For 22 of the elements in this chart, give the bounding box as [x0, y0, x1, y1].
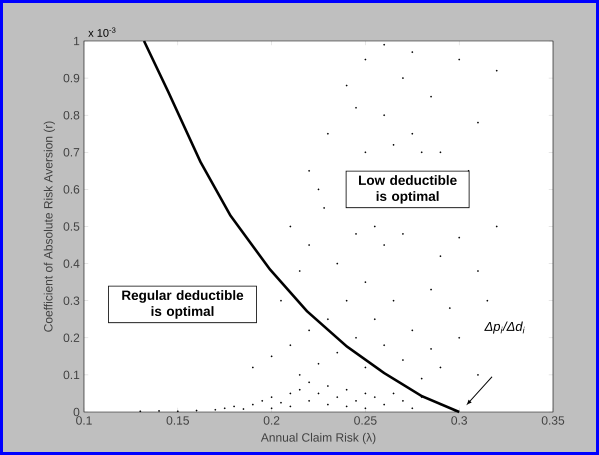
x-tick-label: 0.15: [166, 416, 189, 425]
y-tick-label: 0.9: [64, 74, 80, 82]
y-tick-label: 1: [74, 36, 80, 46]
y-tick-label: 0.1: [64, 370, 80, 380]
text: x 10$^{-3}$: [88, 27, 116, 37]
y-tick-label: 0.8: [64, 110, 80, 120]
y-axis-title: Coefficient of Absolute Risk Aversion (r): [44, 121, 55, 332]
x-tick-label: 0.3: [451, 416, 468, 425]
x-axis-title: Annual Claim Risk (λ): [260, 432, 376, 444]
y-tick-label: 0.7: [64, 148, 80, 157]
x-tick-label: 0.35: [542, 416, 564, 425]
x-tick-label: 0.2: [264, 416, 280, 425]
y-tick-label: 0.6: [64, 185, 80, 194]
y-tick-label: 0.5: [64, 222, 80, 231]
annotation: Regular deductible is optimal: [122, 290, 244, 319]
y-tick-label: 0.3: [64, 296, 80, 305]
x-tick-label: 0.25: [354, 416, 377, 425]
y-tick-label: 0: [74, 408, 80, 416]
annotation: Δp$_{i}$/Δd$_{i}$: [484, 321, 525, 334]
y-tick-label: 0.4: [64, 259, 80, 268]
annotation: Low deductible is optimal: [359, 175, 457, 204]
y-tick-label: 0.2: [64, 334, 80, 342]
